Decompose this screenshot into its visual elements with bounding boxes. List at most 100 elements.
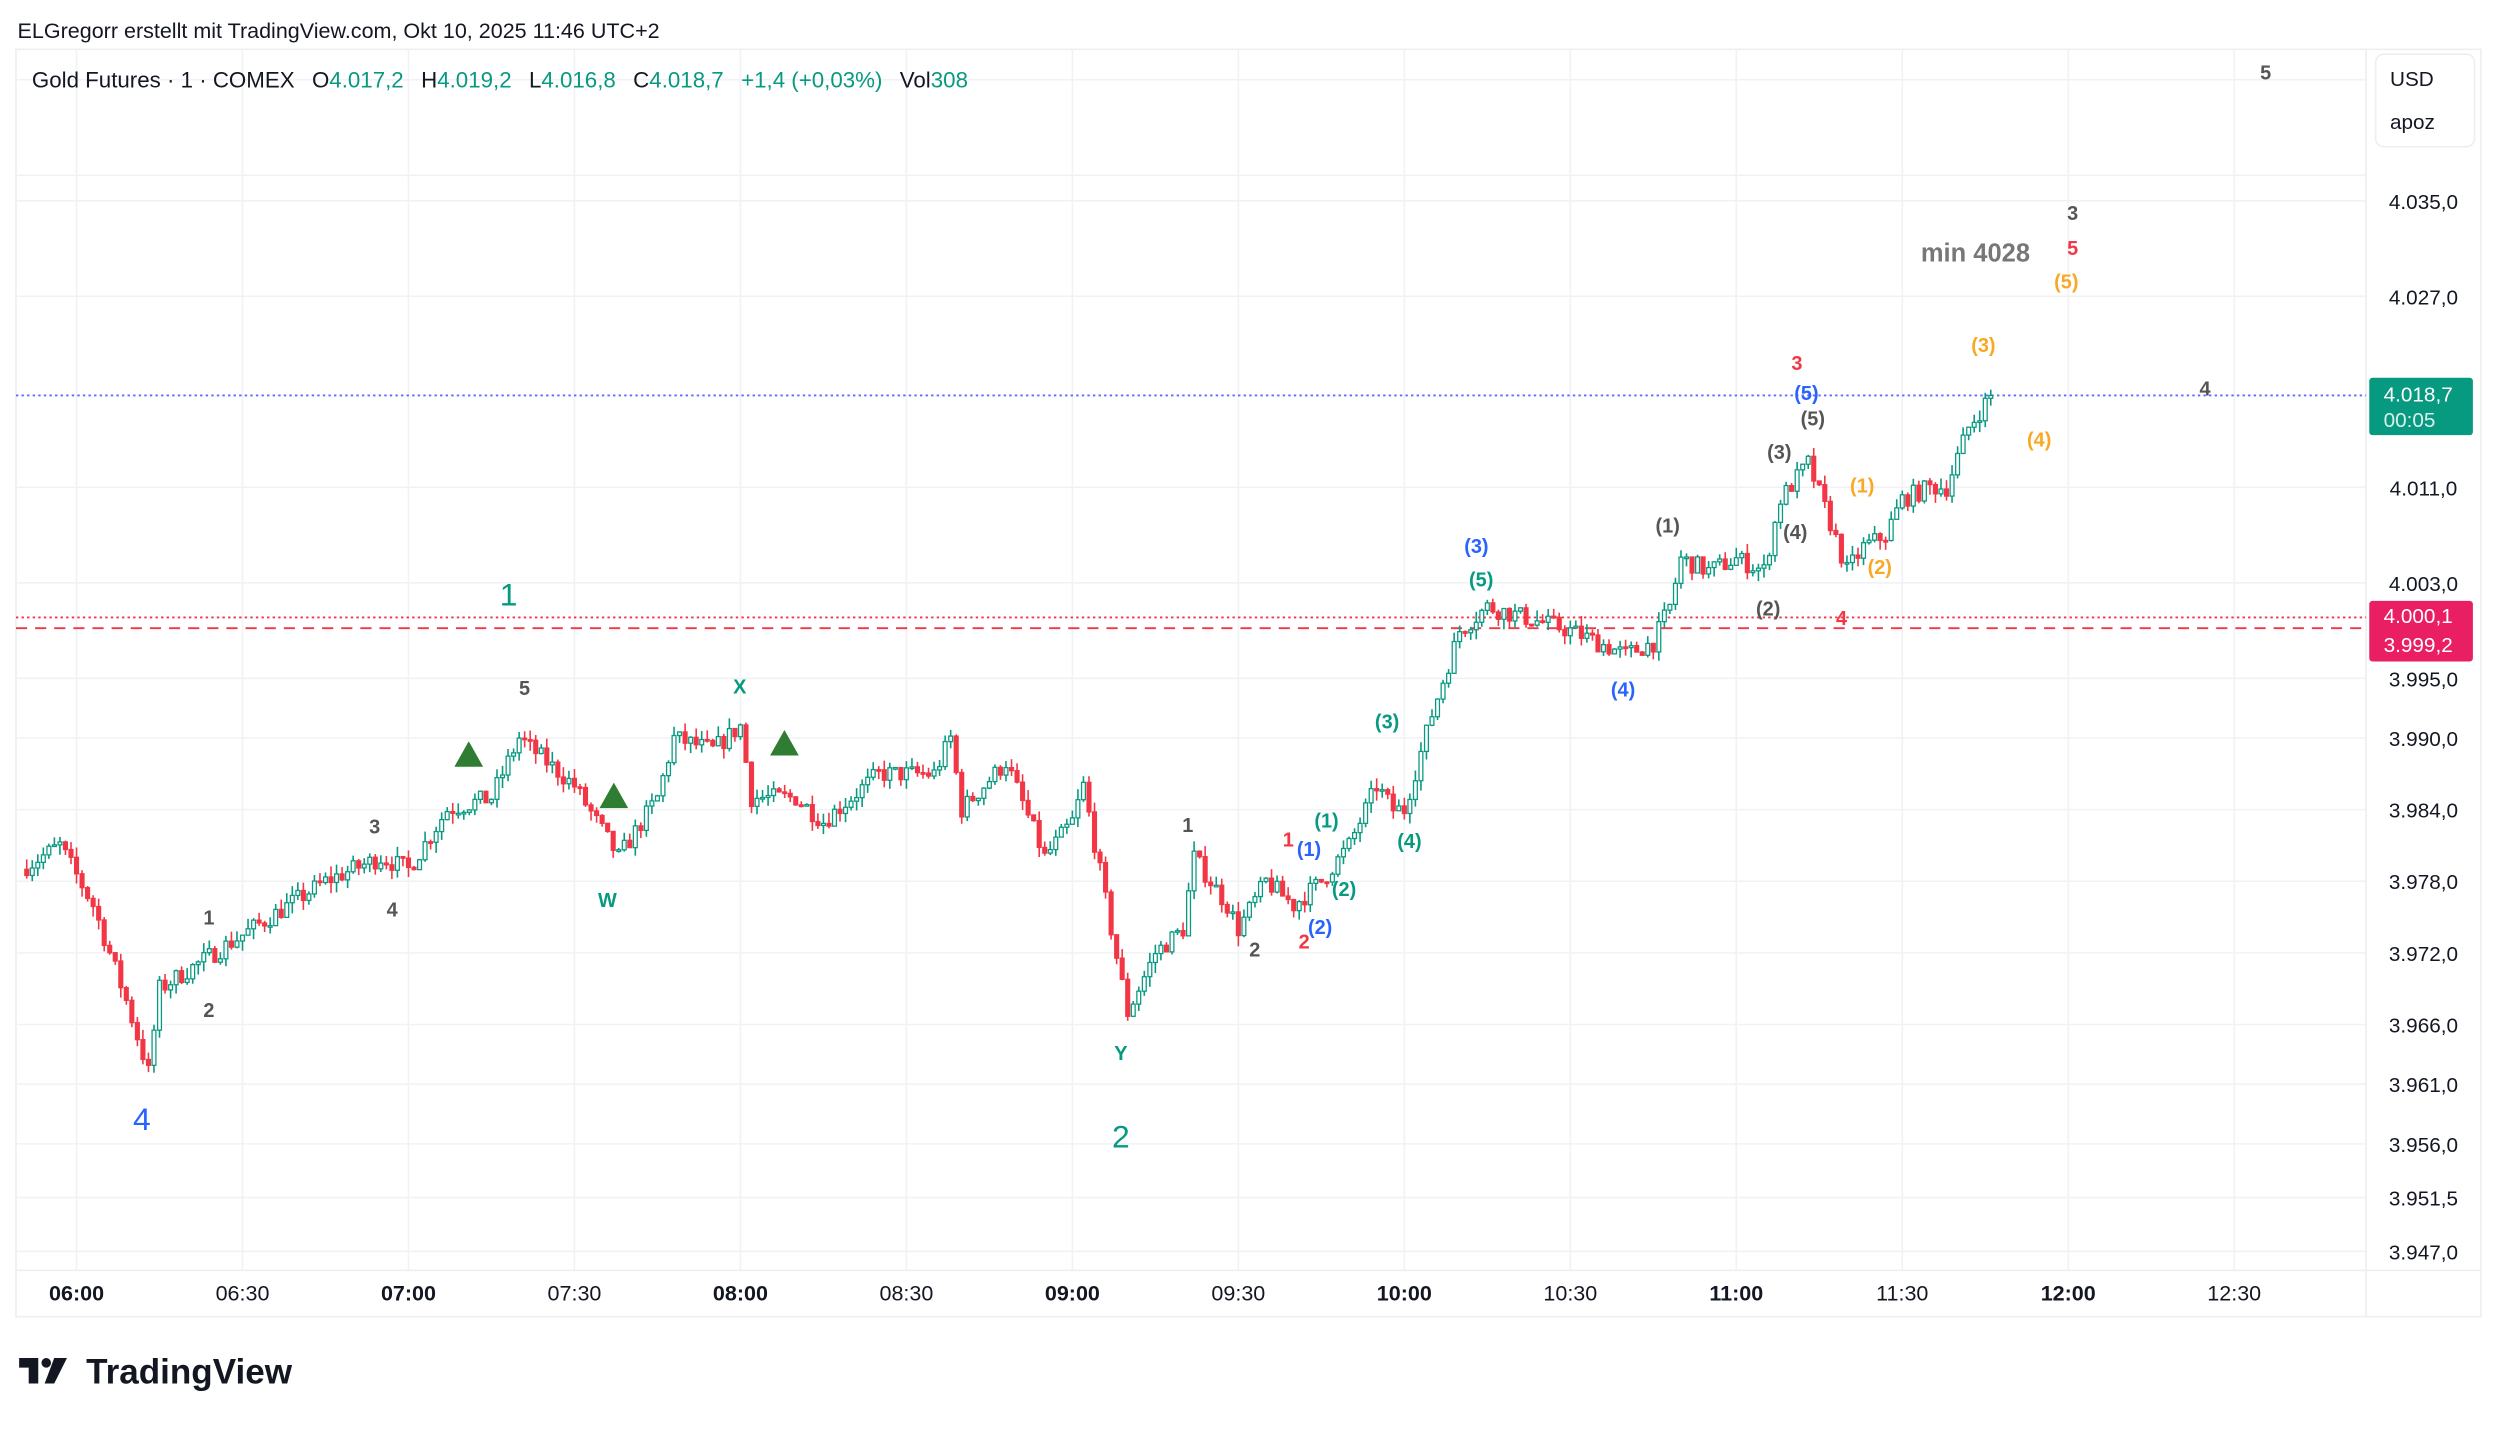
candle-up	[217, 958, 223, 963]
candle-down	[1700, 556, 1706, 575]
candle-up	[1766, 554, 1773, 566]
price-axis[interactable]: 4.035,0 4.027,0 4.011,0 4.003,0 3.995,0 3.990…	[2389, 191, 2458, 1264]
wave-label-blue: (5)	[1794, 383, 1818, 405]
time-tick-label: 11:30	[1876, 1282, 1928, 1306]
candle-up	[865, 776, 871, 786]
time-axis[interactable]: 06:00 06:30 07:00 07:30 08:00 08:30 09:00 09:30…	[49, 1282, 2261, 1306]
candle-down	[925, 772, 932, 777]
price-tick-label: 3.951,5	[2389, 1188, 2458, 1211]
candle-up	[931, 769, 937, 777]
candle-down	[1529, 623, 1535, 627]
candle-down	[145, 1058, 152, 1066]
tradingview-logo[interactable]: TradingView	[19, 1353, 293, 1392]
candle-up	[671, 734, 677, 764]
candle-up	[29, 867, 35, 877]
wave-label-green: X	[733, 676, 747, 698]
candle-up	[1717, 558, 1723, 563]
candle-up	[1169, 931, 1175, 953]
candle-down	[1291, 898, 1297, 912]
candle-up	[416, 859, 423, 871]
candle-up	[843, 806, 849, 815]
candle-down	[638, 825, 644, 832]
wave-label-blue: (3)	[1464, 536, 1488, 558]
time-tick-label: 06:00	[49, 1282, 104, 1306]
candle-down	[262, 922, 268, 927]
candle-up	[1966, 426, 1972, 436]
candle-up	[975, 797, 981, 802]
candle-down	[1119, 957, 1125, 980]
currency-unit-button[interactable]: USD apoz	[2374, 53, 2476, 148]
wave-label-orange: (4)	[2027, 429, 2051, 451]
candle-up	[433, 830, 439, 843]
candle-up	[1429, 716, 1435, 726]
candle-down	[1523, 607, 1529, 625]
candle-down	[1822, 484, 1828, 502]
time-tick-label: 09:30	[1211, 1282, 1265, 1306]
candle-up	[1695, 556, 1701, 574]
high-value: 4.019,2	[437, 68, 511, 93]
price-tick-label: 3.972,0	[2389, 943, 2458, 966]
wave-label-gray: 1	[203, 907, 214, 929]
candle-down	[748, 761, 755, 808]
candle-down	[693, 736, 699, 746]
candle-down	[328, 876, 334, 884]
candle-up	[765, 794, 771, 799]
open-value: 4.017,2	[329, 68, 403, 93]
price-tick-label: 3.978,0	[2389, 871, 2458, 894]
candle-up	[1257, 880, 1264, 898]
candle-up	[1080, 781, 1087, 801]
candle-down	[1490, 602, 1496, 613]
candle-down	[1385, 789, 1391, 795]
wave-label-green: (4)	[1397, 831, 1421, 853]
candle-down	[605, 822, 611, 833]
candle-down	[1540, 620, 1546, 624]
candle-up	[1899, 494, 1905, 509]
candle-up	[1706, 566, 1712, 575]
candle-up	[367, 856, 373, 865]
caption: ELGregorr erstellt mit TradingView.com, …	[18, 19, 660, 43]
currency-label: USD	[2390, 68, 2434, 91]
candle-down	[1811, 455, 1817, 482]
candle-down	[582, 786, 589, 806]
candle-down	[1269, 877, 1275, 893]
candle-up	[1960, 434, 1966, 455]
candle-down	[776, 788, 782, 793]
candle-up	[1307, 882, 1313, 906]
candle-down	[112, 952, 118, 962]
candle-down	[837, 808, 843, 815]
candle-down	[400, 855, 406, 859]
wave-label-blue: (1)	[1297, 839, 1321, 861]
candle-up	[234, 940, 240, 948]
candle-up	[461, 811, 467, 815]
candle-up	[1683, 556, 1690, 560]
candle-down	[79, 873, 85, 889]
candle-up	[1451, 640, 1457, 674]
candle-up	[35, 861, 41, 869]
candle-down	[1125, 978, 1131, 1017]
candle-up	[1423, 724, 1430, 753]
wave-label-red: 1	[1283, 829, 1294, 851]
candle-up	[422, 841, 428, 861]
candle-up	[223, 940, 229, 960]
candle-down	[179, 970, 185, 984]
wave-label-gray: 5	[2260, 63, 2271, 85]
candle-up	[1678, 556, 1684, 584]
candle-up	[1988, 394, 1994, 399]
time-tick-label: 07:30	[548, 1282, 602, 1306]
candle-down	[212, 948, 218, 963]
level-b-price: 3.999,2	[2384, 634, 2453, 657]
candle-down	[411, 866, 417, 871]
wave-label-gray: 4	[387, 900, 398, 922]
candle-up	[1872, 533, 1878, 541]
candle-down	[1014, 770, 1020, 783]
candle-down	[1744, 552, 1750, 574]
candle-up	[273, 908, 279, 927]
candle-down	[1091, 811, 1098, 853]
wave-label-green: (5)	[1469, 570, 1493, 592]
wave-label-red: 3	[1791, 353, 1802, 375]
candle-down	[1606, 643, 1612, 655]
candle-up	[1661, 609, 1667, 623]
candle-down	[682, 731, 688, 744]
candle-up	[345, 871, 351, 881]
